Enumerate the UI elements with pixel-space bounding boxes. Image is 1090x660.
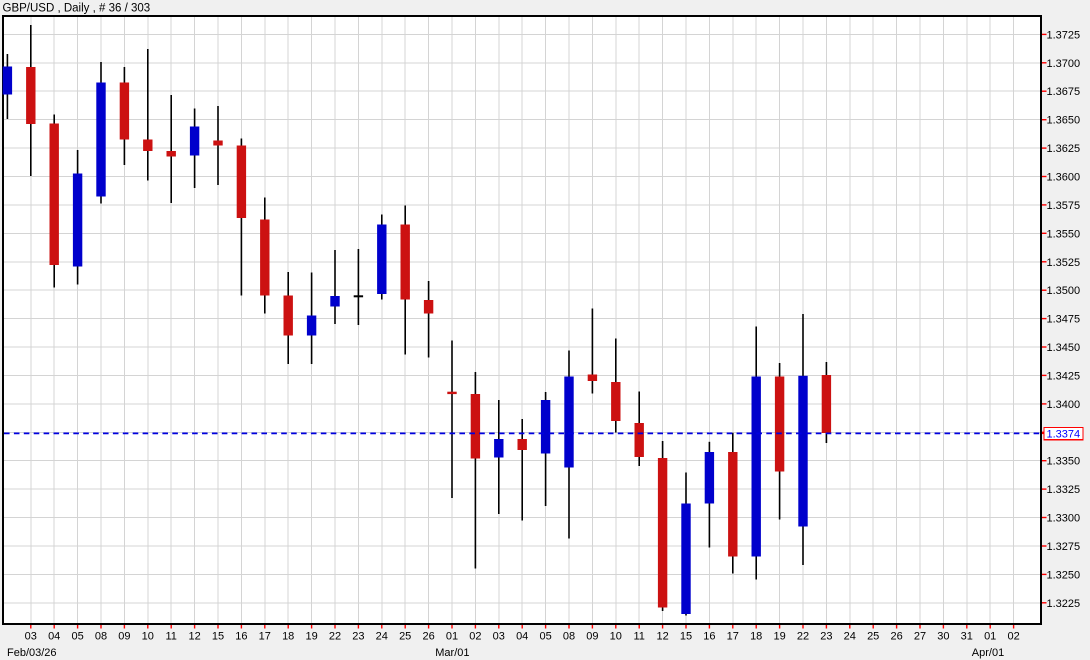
svg-text:23: 23: [820, 631, 832, 643]
svg-text:17: 17: [259, 631, 271, 643]
svg-text:24: 24: [376, 631, 388, 643]
svg-text:12: 12: [656, 631, 668, 643]
svg-text:02: 02: [1007, 631, 1019, 643]
svg-text:11: 11: [633, 631, 644, 643]
svg-text:1.3350: 1.3350: [1047, 456, 1081, 468]
svg-text:04: 04: [516, 631, 528, 643]
svg-text:12: 12: [188, 631, 200, 643]
svg-text:19: 19: [305, 631, 317, 643]
svg-text:15: 15: [212, 631, 224, 643]
svg-text:1.3225: 1.3225: [1047, 598, 1081, 610]
svg-text:10: 10: [142, 631, 154, 643]
svg-text:25: 25: [399, 631, 411, 643]
svg-text:01: 01: [446, 631, 458, 643]
svg-text:02: 02: [469, 631, 481, 643]
svg-text:10: 10: [610, 631, 622, 643]
svg-text:1.3500: 1.3500: [1047, 285, 1081, 297]
svg-text:03: 03: [493, 631, 505, 643]
svg-text:Feb/03/26: Feb/03/26: [7, 647, 57, 659]
svg-text:1.3575: 1.3575: [1047, 200, 1081, 212]
svg-text:1.3325: 1.3325: [1047, 484, 1081, 496]
svg-text:22: 22: [329, 631, 341, 643]
svg-text:03: 03: [25, 631, 37, 643]
svg-text:09: 09: [118, 631, 130, 643]
svg-text:05: 05: [71, 631, 83, 643]
svg-text:08: 08: [95, 631, 107, 643]
svg-text:GBP/USD , Daily , # 36 / 303: GBP/USD , Daily , # 36 / 303: [3, 3, 151, 15]
svg-text:30: 30: [937, 631, 949, 643]
svg-text:16: 16: [703, 631, 715, 643]
svg-text:1.3475: 1.3475: [1047, 314, 1081, 326]
svg-text:1.3550: 1.3550: [1047, 228, 1081, 240]
svg-text:17: 17: [727, 631, 739, 643]
svg-text:1.3400: 1.3400: [1047, 399, 1081, 411]
svg-text:1.3600: 1.3600: [1047, 172, 1081, 184]
svg-text:Apr/01: Apr/01: [972, 647, 1004, 659]
svg-text:1.3250: 1.3250: [1047, 569, 1081, 581]
svg-text:1.3275: 1.3275: [1047, 541, 1081, 553]
svg-text:09: 09: [586, 631, 598, 643]
svg-text:08: 08: [563, 631, 575, 643]
svg-text:01: 01: [984, 631, 996, 643]
svg-text:18: 18: [282, 631, 294, 643]
svg-text:18: 18: [750, 631, 762, 643]
svg-text:15: 15: [680, 631, 692, 643]
svg-text:22: 22: [797, 631, 809, 643]
svg-text:1.3374: 1.3374: [1047, 428, 1081, 440]
svg-text:1.3450: 1.3450: [1047, 342, 1081, 354]
svg-text:19: 19: [773, 631, 785, 643]
svg-text:1.3625: 1.3625: [1047, 143, 1081, 155]
svg-text:1.3675: 1.3675: [1047, 86, 1081, 98]
svg-text:27: 27: [914, 631, 926, 643]
svg-text:1.3725: 1.3725: [1047, 29, 1081, 41]
svg-text:26: 26: [890, 631, 902, 643]
svg-text:26: 26: [422, 631, 434, 643]
svg-text:16: 16: [235, 631, 247, 643]
svg-text:31: 31: [961, 631, 973, 643]
svg-text:24: 24: [844, 631, 856, 643]
svg-text:23: 23: [352, 631, 364, 643]
svg-text:25: 25: [867, 631, 879, 643]
svg-text:05: 05: [539, 631, 551, 643]
svg-text:1.3300: 1.3300: [1047, 513, 1081, 525]
svg-text:1.3700: 1.3700: [1047, 58, 1081, 70]
svg-text:1.3425: 1.3425: [1047, 370, 1081, 382]
svg-text:1.3525: 1.3525: [1047, 257, 1081, 269]
svg-text:11: 11: [165, 631, 176, 643]
svg-text:Mar/01: Mar/01: [435, 647, 469, 659]
svg-text:04: 04: [48, 631, 60, 643]
svg-text:1.3650: 1.3650: [1047, 115, 1081, 127]
